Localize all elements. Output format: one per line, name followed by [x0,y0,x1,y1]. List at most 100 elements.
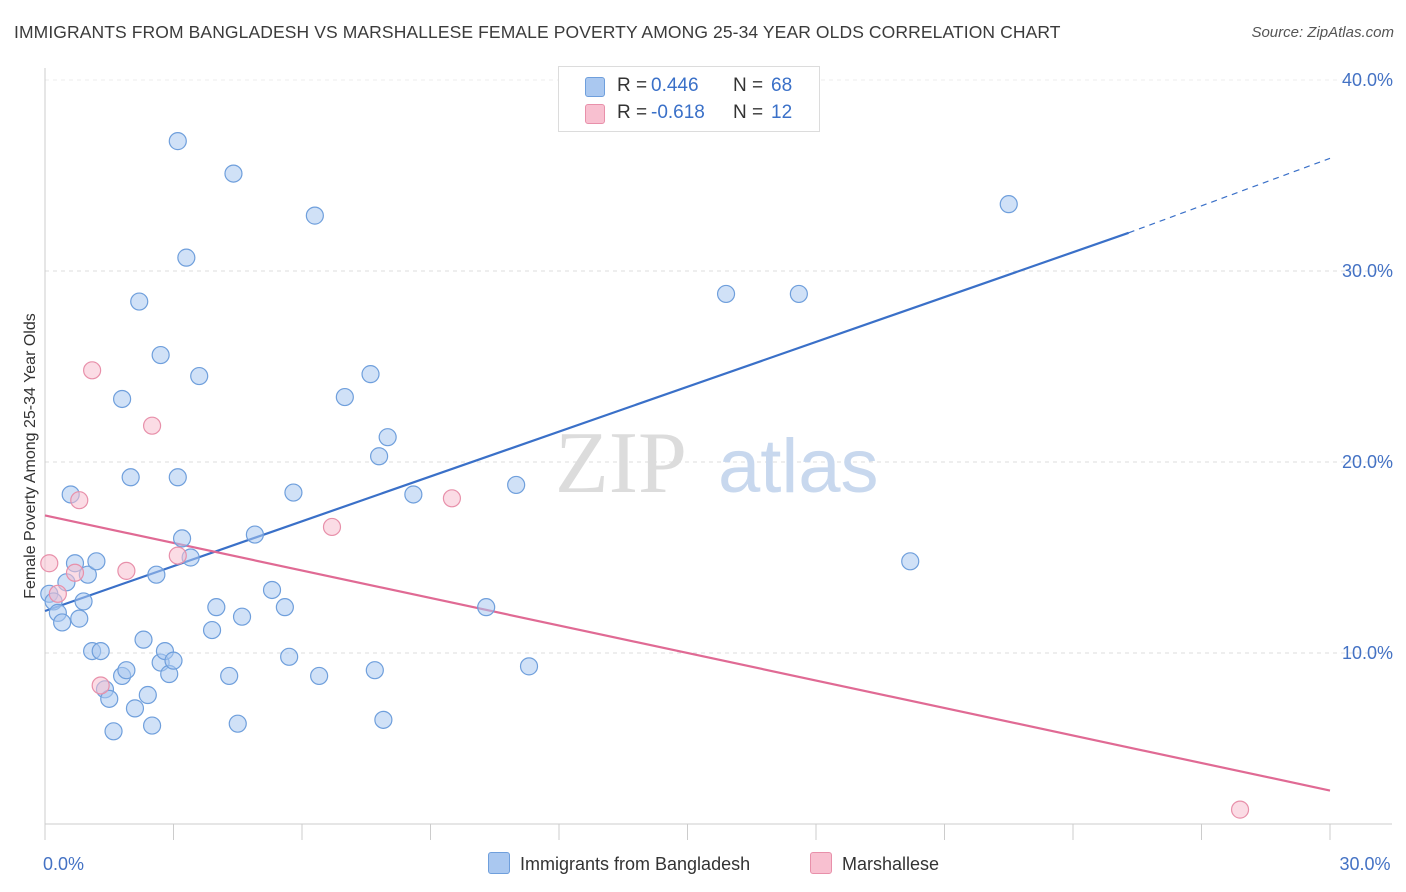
legend-r-label: R = [617,102,648,123]
data-point-bangladesh [130,292,149,311]
data-point-marshallese [442,489,462,508]
data-points [40,89,1250,819]
data-point-marshallese [70,491,89,510]
data-point-bangladesh [91,641,110,661]
tick-labels: 10.0% 20.0% 30.0% 40.0% 0.0% 30.0% [43,70,1393,874]
data-point-bangladesh [901,552,920,571]
y-tick-label: 20.0% [1342,452,1393,472]
legend-r-value: 0.446 [651,75,699,96]
data-point-bangladesh [305,206,324,225]
data-point-bangladesh [228,714,247,733]
data-point-bangladesh [519,657,539,676]
y-axis-label: Female Poverty Among 25-34 Year Olds [22,313,39,599]
data-point-bangladesh [477,598,496,617]
data-point-bangladesh [190,366,209,386]
legend-swatch-marshallese [585,104,605,124]
data-point-bangladesh [74,592,93,611]
data-point-bangladesh [207,598,226,617]
bottom-legend-label-bangladesh: Immigrants from Bangladesh [520,854,751,874]
legend-n-label: N = [733,75,764,96]
data-point-bangladesh [121,468,140,487]
data-point-bangladesh [117,661,136,680]
data-point-bangladesh [245,525,264,544]
data-point-bangladesh [365,661,384,680]
data-point-bangladesh [53,613,72,632]
data-point-bangladesh [104,722,123,741]
data-point-bangladesh [275,598,294,617]
axes [44,68,1392,840]
data-point-bangladesh [280,647,299,666]
x-tick-label: 30.0% [1339,854,1390,874]
data-point-bangladesh [100,689,119,708]
bottom-legend-marshallese: Marshallese [810,852,939,875]
data-point-bangladesh [177,248,196,267]
watermark-zip: ZIP [555,415,687,512]
legend-r-label: R = [617,75,648,96]
data-point-bangladesh [310,666,329,686]
trend-lines [44,157,1331,792]
gridlines [45,79,1392,654]
data-point-marshallese [168,546,187,565]
data-point-bangladesh [125,699,145,718]
data-point-bangladesh [335,387,354,407]
watermark: ZIP atlas [555,415,879,512]
data-point-bangladesh [507,475,526,495]
data-point-bangladesh [378,428,397,447]
trend-line-1 [44,514,1331,792]
data-point-marshallese [40,554,59,573]
y-tick-label: 30.0% [1342,261,1393,281]
legend-r-value: -0.618 [651,102,705,123]
data-point-bangladesh [262,580,282,600]
data-point-bangladesh [134,630,153,649]
data-point-bangladesh [168,132,187,151]
data-point-bangladesh [224,164,243,183]
data-point-marshallese [91,676,110,695]
legend-n-label: N = [733,102,764,123]
data-point-marshallese [1230,800,1250,819]
data-point-marshallese [65,563,85,582]
data-point-bangladesh [202,620,222,640]
data-point-bangladesh [999,195,1018,214]
data-point-marshallese [322,517,342,537]
bottom-legend-label-marshallese: Marshallese [842,854,940,874]
legend-box: R = 0.446 N = 68 R = -0.618 N = 12 [558,66,820,132]
legend-n-value: 12 [771,102,793,123]
data-point-bangladesh [172,529,192,548]
data-point-bangladesh [361,365,380,384]
bottom-legend-swatch-bangladesh [488,852,510,874]
data-point-marshallese [83,361,102,380]
legend-n-value: 68 [771,75,793,96]
data-point-bangladesh [142,716,162,735]
data-point-bangladesh [138,685,157,705]
data-point-marshallese [142,416,162,435]
data-point-bangladesh [87,552,106,571]
trend-line-0 [44,231,1130,613]
data-point-bangladesh [147,565,166,584]
data-point-bangladesh [112,389,132,409]
y-tick-label: 40.0% [1342,70,1393,90]
source-label: Source: ZipAtlas.com [1251,24,1394,41]
data-point-marshallese [117,561,136,580]
data-point-bangladesh [70,609,89,628]
data-point-bangladesh [284,483,303,502]
legend-swatch-bangladesh [585,77,605,97]
data-point-bangladesh [220,666,239,686]
y-tick-label: 10.0% [1342,643,1393,663]
chart-title: IMMIGRANTS FROM BANGLADESH VS MARSHALLES… [14,22,1061,42]
data-point-bangladesh [370,447,389,466]
x-tick-label: 0.0% [43,854,84,874]
data-point-bangladesh [232,607,252,626]
trend-extension-0 [1128,157,1331,234]
data-point-bangladesh [404,485,423,504]
data-point-bangladesh [789,284,808,304]
bottom-legend-bangladesh: Immigrants from Bangladesh [488,852,750,875]
bottom-legend-swatch-marshallese [810,852,832,874]
data-point-bangladesh [151,345,170,365]
data-point-bangladesh [164,651,183,670]
watermark-atlas: atlas [718,424,879,509]
data-point-bangladesh [716,284,736,304]
data-point-bangladesh [168,468,187,487]
data-point-marshallese [48,584,67,603]
data-point-bangladesh [374,710,393,729]
